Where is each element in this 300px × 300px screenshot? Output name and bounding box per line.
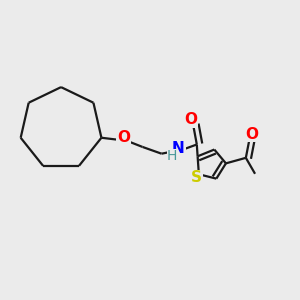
Text: H: H: [167, 149, 178, 163]
Text: O: O: [117, 130, 130, 145]
Text: N: N: [172, 141, 185, 156]
Text: O: O: [184, 112, 197, 128]
Text: S: S: [191, 170, 202, 185]
Text: O: O: [245, 127, 259, 142]
